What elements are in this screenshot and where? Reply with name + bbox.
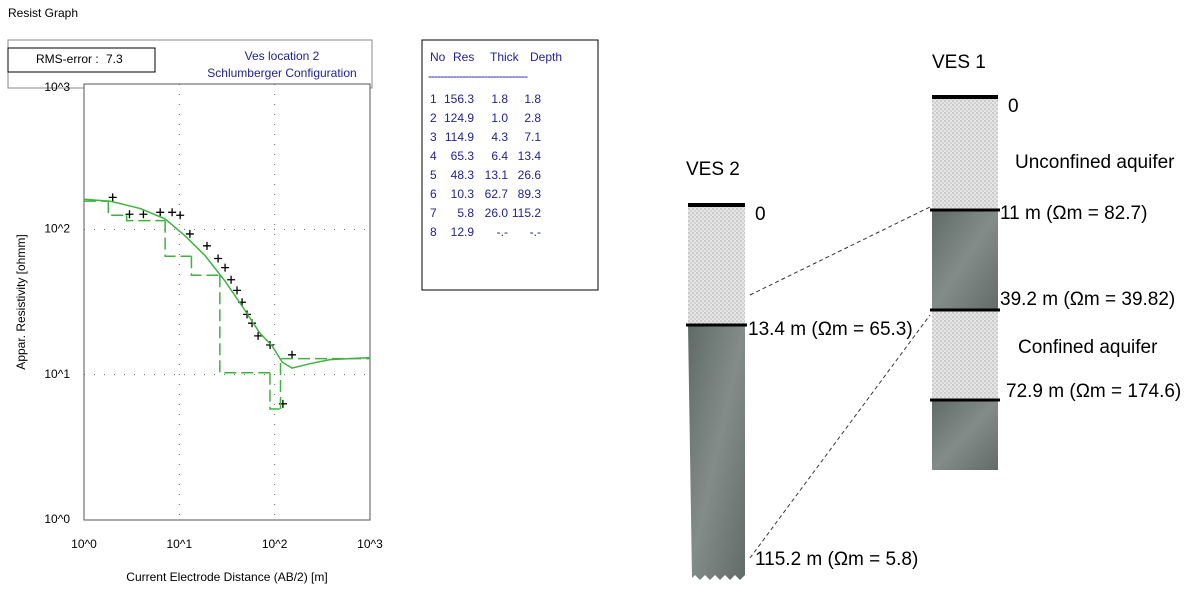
x-axis-label: Current Electrode Distance (AB/2) [m] (126, 570, 327, 584)
table-cell: 1.8 (524, 92, 541, 106)
y-tick-label: 10^2 (44, 222, 70, 236)
ves2-title: VES 2 (686, 159, 740, 180)
ves2-layer-1 (688, 205, 745, 325)
y-tick-label: 10^1 (44, 367, 70, 381)
ves1-label: Unconfined aquifer (1015, 152, 1175, 173)
table-cell: 4.3 (491, 130, 508, 144)
table-header: Depth (530, 50, 562, 64)
table-cell: -.- (497, 225, 508, 239)
table-cell: 156.3 (444, 92, 474, 106)
ves2-layer-2 (688, 325, 745, 580)
ves1-top-label: 0 (1008, 96, 1019, 117)
y-axis-label: Appar. Resistivity [ohmm] (14, 234, 28, 369)
table-cell: 12.9 (451, 225, 475, 239)
table-cell: 7.1 (524, 130, 541, 144)
table-cell: 2.8 (524, 111, 541, 125)
rms-value: 7.3 (106, 52, 123, 66)
table-cell: 89.3 (518, 187, 542, 201)
table-cell: 114.9 (445, 130, 474, 144)
table-cell: 62.7 (485, 187, 509, 201)
table-cell: 6 (430, 187, 437, 201)
table-cell: 3 (430, 130, 437, 144)
chart-subtitle: Schlumberger Configuration (207, 66, 356, 80)
table-separator: -------------------------------- (428, 69, 528, 83)
table-cell: 115.2 (512, 206, 541, 220)
correlation-line (750, 207, 930, 295)
page: Resist Graph RMS-error : 7.3 Ves locatio… (0, 0, 1196, 593)
table-cell: 13.1 (485, 168, 509, 182)
table-header: Res (453, 50, 474, 64)
table-cell: 26.0 (485, 206, 509, 220)
table-cell: 4 (430, 149, 437, 163)
table-cell: 26.6 (518, 168, 542, 182)
y-tick-label: 10^0 (44, 512, 70, 526)
x-tick-label: 10^0 (71, 537, 97, 551)
ves1-label: 39.2 m (Ωm = 39.82) (1000, 289, 1175, 310)
ves1-label: 72.9 m (Ωm = 174.6) (1006, 381, 1181, 402)
table-cell: 1.8 (491, 92, 508, 106)
table-cell: 6.4 (491, 149, 508, 163)
table-cell: 1 (430, 92, 437, 106)
table-cell: 7 (430, 206, 437, 220)
rms-label: RMS-error : (36, 52, 99, 66)
ves2-top-label: 0 (755, 204, 766, 225)
ves1-label: Confined aquifer (1018, 337, 1158, 358)
ves2-label: 13.4 m (Ωm = 65.3) (748, 319, 913, 340)
table-cell: 124.9 (444, 111, 474, 125)
table-cell: 1.0 (491, 111, 508, 125)
table-header: No (430, 50, 446, 64)
x-tick-label: 10^3 (357, 537, 383, 551)
x-tick-label: 10^2 (262, 537, 288, 551)
table-cell: 65.3 (451, 149, 475, 163)
ves1-label: 11 m (Ωm = 82.7) (1000, 203, 1147, 224)
table-cell: 8 (430, 225, 437, 239)
table-cell: 13.4 (518, 149, 542, 163)
correlation-line (750, 315, 930, 558)
window-title: Resist Graph (8, 6, 78, 20)
table-cell: 5.8 (457, 206, 474, 220)
y-tick-label: 10^3 (44, 80, 70, 94)
table-cell: -.- (530, 225, 541, 239)
table-cell: 2 (430, 111, 437, 125)
plot-area (84, 84, 370, 520)
ves2-label: 115.2 m (Ωm = 5.8) (755, 549, 918, 570)
ves1-layer-4 (932, 400, 998, 470)
diagram: VES 2 0 13.4 m (Ωm = 65.3) 115.2 m (Ωm =… (686, 52, 1181, 580)
ves1-layer-2 (932, 210, 998, 310)
chart-title: Ves location 2 (245, 49, 320, 63)
table-cell: 10.3 (451, 187, 475, 201)
table-cell: 5 (430, 168, 437, 182)
ves1-title: VES 1 (932, 52, 986, 73)
ves1-layer-3 (932, 310, 998, 400)
x-tick-label: 10^1 (167, 537, 193, 551)
table-header: Thick (490, 50, 520, 64)
table-cell: 48.3 (451, 168, 475, 182)
ves1-layer-1 (932, 97, 998, 210)
